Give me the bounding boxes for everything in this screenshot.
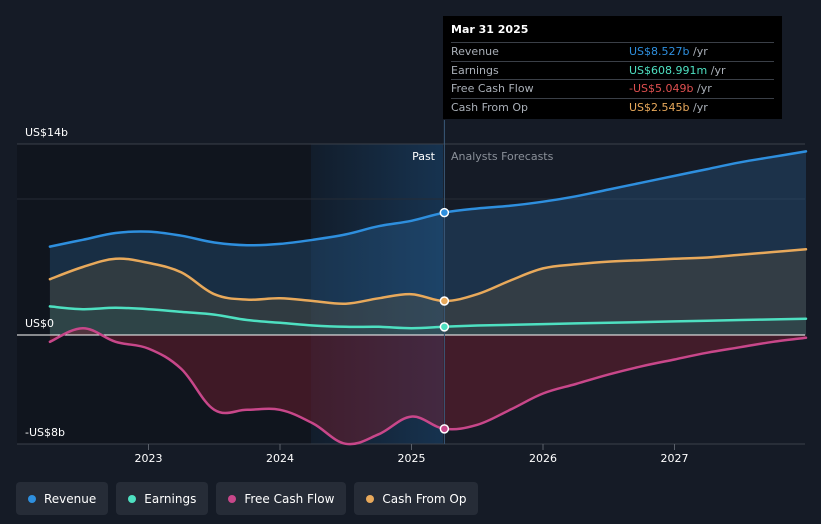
x-tick-label: 2024 — [266, 452, 294, 465]
tooltip-row-cash-from-op: Cash From Op US$2.545b /yr — [451, 97, 774, 117]
legend-item-cash-from-op[interactable]: Cash From Op — [354, 482, 479, 515]
line-earnings — [48, 305, 808, 330]
tooltip-name: Revenue — [451, 45, 499, 59]
tooltip-value: US$8.527b — [629, 45, 690, 59]
legend-item-earnings[interactable]: Earnings — [116, 482, 209, 515]
past-label: Past — [412, 150, 436, 163]
x-tick-label: 2026 — [529, 452, 557, 465]
legend-dot-icon — [366, 494, 375, 503]
tooltip-unit: /yr — [696, 82, 712, 96]
tooltip-unit: /yr — [710, 63, 726, 77]
line-revenue — [48, 150, 808, 248]
x-tick-label: 2027 — [661, 452, 689, 465]
area-free-cash-flow — [49, 328, 806, 445]
legend-label: Free Cash Flow — [244, 491, 335, 506]
tooltip-row-revenue: Revenue US$8.527b /yr — [451, 42, 774, 61]
tooltip-value: US$608.991m — [629, 63, 708, 77]
series-lines — [48, 150, 808, 446]
legend-dot-icon — [228, 494, 237, 503]
series-areas — [17, 151, 806, 445]
legend-dot-icon — [28, 494, 36, 503]
point-cash-from-op — [439, 296, 450, 306]
tooltip-unit: /yr — [693, 45, 708, 59]
legend-item-revenue[interactable]: Revenue — [16, 482, 109, 515]
tooltip-date: Mar 31 2025 — [451, 23, 529, 36]
tooltip-name: Cash From Op — [451, 100, 529, 114]
x-tick-label: 2025 — [398, 452, 426, 465]
tooltip-row-free-cash-flow: Free Cash Flow -US$5.049b /yr — [451, 79, 774, 98]
point-revenue — [439, 207, 450, 218]
x-tick-label: 2023 — [135, 452, 163, 465]
legend: Revenue Earnings Free Cash Flow Cash Fro… — [16, 482, 479, 515]
legend-label: Cash From Op — [382, 491, 467, 506]
tooltip: Mar 31 2025 Revenue US$8.527b /yr Earnin… — [443, 16, 782, 119]
tooltip-name: Earnings — [451, 63, 499, 77]
forecast-label: Analysts Forecasts — [451, 150, 554, 163]
y-label-bottom: -US$8b — [25, 426, 65, 439]
tooltip-row-earnings: Earnings US$608.991m /yr — [451, 60, 774, 80]
legend-dot-icon — [128, 494, 137, 503]
legend-label: Revenue — [44, 491, 97, 506]
area-earnings — [49, 306, 806, 335]
area-cash-from-op — [49, 249, 806, 335]
legend-label: Earnings — [144, 491, 197, 506]
point-earnings — [439, 322, 450, 332]
past-highlight-band — [311, 144, 443, 444]
y-label-zero: US$0 — [25, 317, 54, 330]
tooltip-name: Free Cash Flow — [451, 82, 534, 96]
tooltip-value: US$2.545b — [629, 100, 690, 114]
tooltip-unit: /yr — [693, 100, 708, 114]
point-free-cash-flow — [439, 424, 450, 434]
line-free-cash-flow — [48, 326, 808, 446]
x-axis: 2023 2024 2025 2026 2027 — [135, 444, 689, 465]
area-revenue — [49, 151, 806, 335]
legend-item-free-cash-flow[interactable]: Free Cash Flow — [216, 482, 347, 515]
line-cash-from-op — [48, 248, 808, 306]
y-label-top: US$14b — [25, 126, 68, 139]
highlight-points — [439, 207, 450, 434]
tooltip-value: -US$5.049b — [629, 82, 694, 96]
